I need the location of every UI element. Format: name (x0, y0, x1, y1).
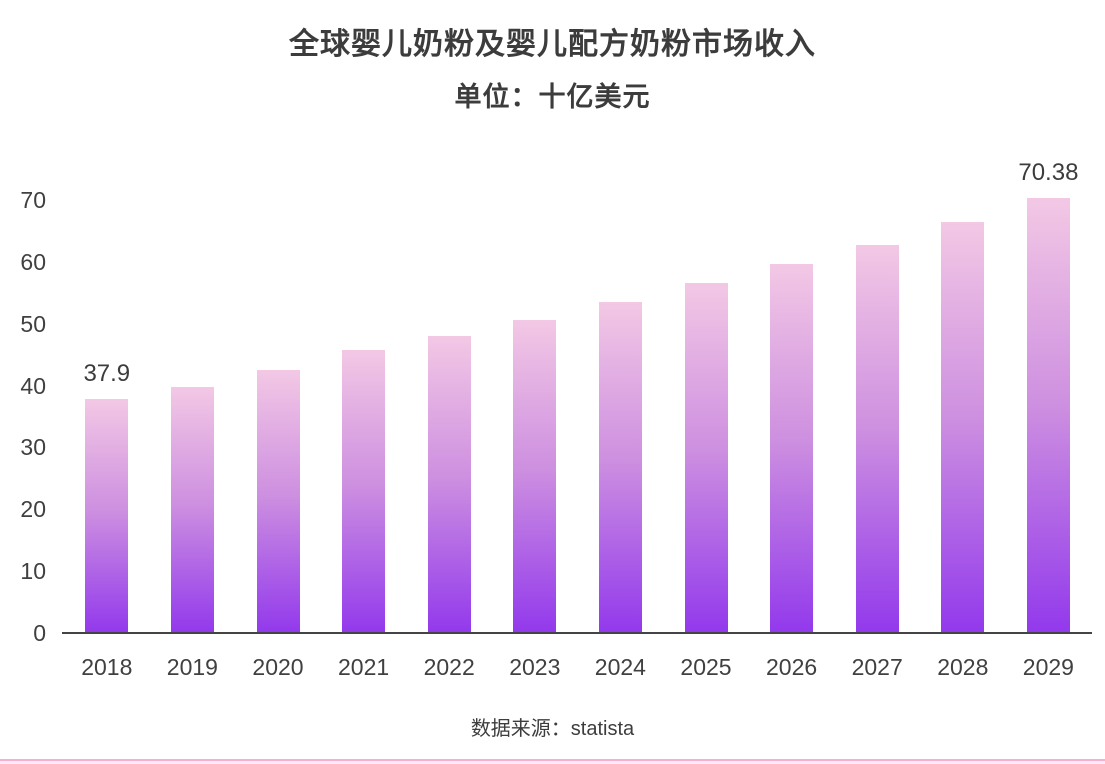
x-axis-label-2028: 2028 (937, 654, 989, 680)
x-axis-label-2019: 2019 (166, 654, 218, 680)
bar-2026 (770, 263, 814, 633)
value-label-2029: 70.38 (1018, 158, 1079, 186)
value-label-2018: 37.9 (83, 359, 131, 387)
chart-title: 全球婴儿奶粉及婴儿配方奶粉市场收入 (289, 28, 816, 61)
bar-2029 (1026, 197, 1070, 633)
x-axis-label-2020: 2020 (252, 654, 304, 680)
bar-2024 (598, 302, 642, 633)
x-axis-label-2025: 2025 (680, 654, 732, 680)
bar-2020 (256, 370, 300, 633)
x-axis-label-2029: 2029 (1022, 654, 1074, 680)
x-axis-label-2023: 2023 (509, 654, 561, 680)
bar-2025 (684, 283, 728, 633)
y-axis-tick-label: 10 (20, 558, 46, 585)
bar-2019 (170, 387, 214, 633)
bar-2022 (427, 336, 471, 633)
y-axis-tick-label: 60 (20, 248, 46, 275)
bar-2018 (85, 398, 129, 633)
bar-2028 (941, 222, 985, 633)
bar-2021 (342, 350, 386, 633)
x-axis-label-2022: 2022 (423, 654, 475, 680)
y-axis-tick-label: 70 (20, 186, 46, 213)
x-axis-label-2027: 2027 (851, 654, 903, 680)
bar-2023 (513, 319, 557, 633)
x-axis-label-2018: 2018 (81, 654, 133, 680)
y-axis-tick-label: 0 (33, 620, 46, 646)
bottom-accent-divider (0, 759, 1105, 764)
chart-subtitle: 单位：十亿美元 (454, 82, 651, 112)
y-axis-tick-label: 50 (20, 310, 46, 337)
y-axis-tick-label: 20 (20, 496, 46, 523)
x-axis-label-2024: 2024 (594, 654, 646, 680)
x-axis-label-2021: 2021 (338, 654, 390, 680)
bar-2027 (855, 245, 899, 633)
y-axis-tick-label: 40 (20, 372, 46, 399)
y-axis-tick-label: 30 (20, 434, 46, 461)
x-axis-label-2026: 2026 (766, 654, 818, 680)
x-axis-line (62, 632, 1092, 634)
data-source-caption: 数据来源：statista (470, 718, 635, 740)
